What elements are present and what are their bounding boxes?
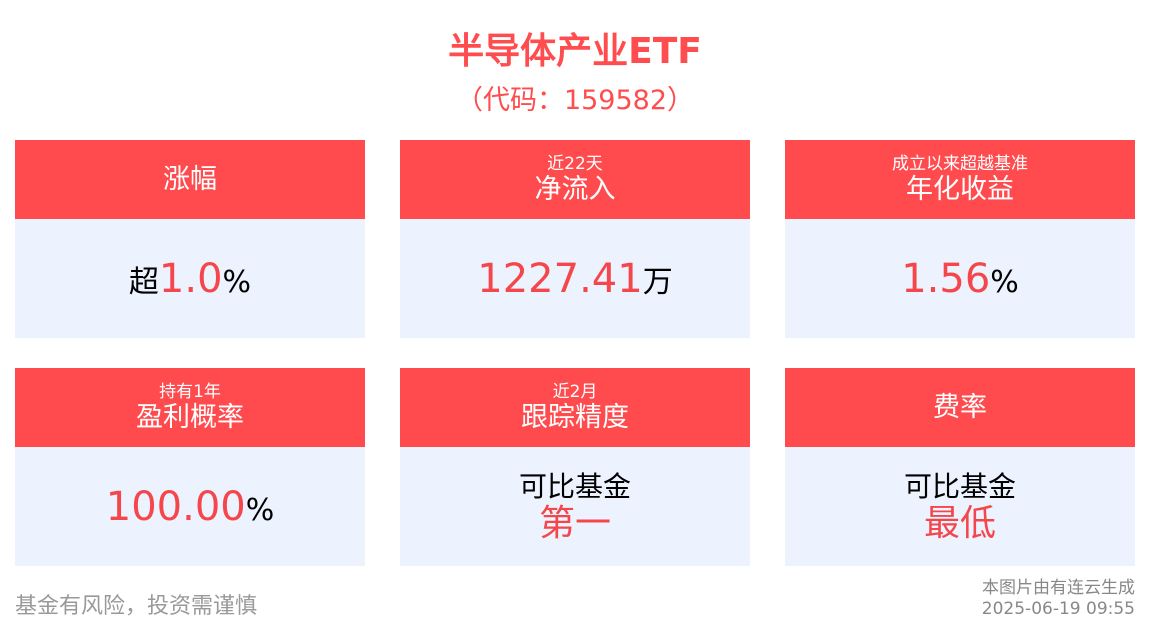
fund-code: （代码：159582） bbox=[455, 85, 695, 116]
value-unit: % bbox=[245, 492, 275, 528]
card-fee-rate: 费率 可比基金 最低 bbox=[785, 368, 1135, 566]
value-number: 100.00 bbox=[105, 483, 246, 530]
card-gain: 涨幅 超1.0% bbox=[15, 140, 365, 338]
card-body: 1227.41万 bbox=[400, 219, 750, 338]
card-subtitle: 近22天 bbox=[547, 153, 603, 174]
card-body: 100.00% bbox=[15, 447, 365, 566]
card-net-inflow: 近22天 净流入 1227.41万 bbox=[400, 140, 750, 338]
card-header: 近22天 净流入 bbox=[400, 140, 750, 219]
page-title: 半导体产业ETF bbox=[448, 31, 702, 72]
card-subtitle: 成立以来超越基准 bbox=[892, 153, 1028, 174]
generated-by: 本图片由有连云生成 bbox=[982, 578, 1135, 598]
value-unit: % bbox=[222, 264, 252, 300]
card-header: 成立以来超越基准 年化收益 bbox=[785, 140, 1135, 219]
value-line1: 可比基金 bbox=[518, 469, 631, 503]
card-profit-probability: 持有1年 盈利概率 100.00% bbox=[15, 368, 365, 566]
value-line2: 第一 bbox=[538, 502, 611, 544]
card-body: 1.56% bbox=[785, 219, 1135, 338]
generation-info: 本图片由有连云生成 2025-06-19 09:55 bbox=[982, 578, 1135, 620]
card-title: 盈利概率 bbox=[136, 401, 244, 433]
card-tracking-accuracy: 近2月 跟踪精度 可比基金 第一 bbox=[400, 368, 750, 566]
card-title: 跟踪精度 bbox=[521, 401, 629, 433]
timestamp: 2025-06-19 09:55 bbox=[981, 599, 1135, 619]
card-title: 净流入 bbox=[534, 173, 616, 205]
card-subtitle: 近2月 bbox=[552, 381, 598, 402]
risk-disclaimer: 基金有风险，投资需谨慎 bbox=[15, 594, 258, 619]
card-title: 涨幅 bbox=[163, 163, 217, 195]
card-subtitle: 持有1年 bbox=[159, 381, 221, 402]
card-header: 费率 bbox=[785, 368, 1135, 447]
card-body: 可比基金 第一 bbox=[400, 447, 750, 566]
value-number: 1.0 bbox=[158, 255, 223, 302]
value-prefix: 超 bbox=[128, 264, 159, 300]
value-line2: 最低 bbox=[923, 502, 996, 544]
card-header: 持有1年 盈利概率 bbox=[15, 368, 365, 447]
value-unit: 万 bbox=[642, 264, 673, 300]
card-annualized-return: 成立以来超越基准 年化收益 1.56% bbox=[785, 140, 1135, 338]
card-header: 近2月 跟踪精度 bbox=[400, 368, 750, 447]
card-title: 年化收益 bbox=[906, 173, 1014, 205]
card-header: 涨幅 bbox=[15, 140, 365, 219]
value-number: 1227.41 bbox=[477, 255, 643, 302]
card-body: 可比基金 最低 bbox=[785, 447, 1135, 566]
value-line1: 可比基金 bbox=[903, 469, 1016, 503]
value-number: 1.56 bbox=[901, 255, 991, 302]
value-unit: % bbox=[990, 264, 1019, 300]
card-body: 超1.0% bbox=[15, 219, 365, 338]
card-title: 费率 bbox=[933, 391, 987, 423]
